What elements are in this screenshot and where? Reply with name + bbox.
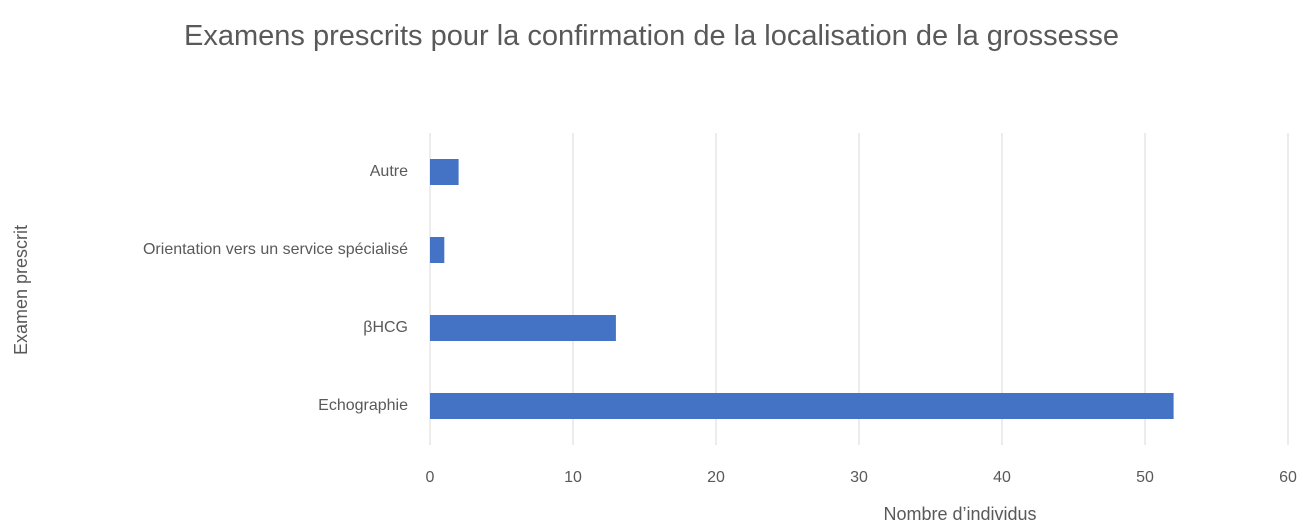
x-tick-label: 30 (850, 469, 868, 486)
bar (430, 159, 459, 185)
bar (430, 315, 616, 341)
y-axis-label: Examen prescrit (11, 225, 31, 355)
x-tick-label: 50 (1136, 469, 1154, 486)
x-tick-label: 0 (426, 469, 435, 486)
x-tick-label: 20 (707, 469, 725, 486)
chart-title: Examens prescrits pour la confirmation d… (184, 20, 1119, 52)
x-tick-label: 60 (1279, 469, 1297, 486)
x-tick-label: 40 (993, 469, 1011, 486)
title-wrap: Examens prescrits pour la confirmation d… (0, 14, 1303, 59)
y-tick-label: Echographie (318, 397, 408, 414)
bar (430, 237, 445, 263)
x-tick-label: 10 (564, 469, 582, 486)
bar (430, 393, 1174, 419)
y-tick-label: Orientation vers un service spécialisé (143, 241, 408, 258)
y-tick-label: βHCG (363, 319, 408, 336)
y-tick-label: Autre (370, 163, 408, 180)
x-axis-label: Nombre d’individus (883, 504, 1036, 524)
